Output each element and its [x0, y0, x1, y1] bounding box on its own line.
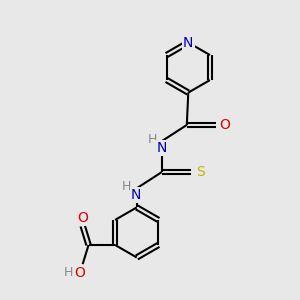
Text: N: N [183, 35, 194, 50]
Text: O: O [74, 266, 85, 280]
Text: H: H [64, 266, 73, 279]
Text: O: O [77, 211, 88, 225]
Text: N: N [157, 141, 167, 154]
Text: O: O [219, 118, 230, 132]
Text: H: H [148, 133, 157, 146]
Text: N: N [131, 188, 141, 202]
Text: H: H [122, 180, 131, 193]
Text: S: S [196, 165, 204, 179]
